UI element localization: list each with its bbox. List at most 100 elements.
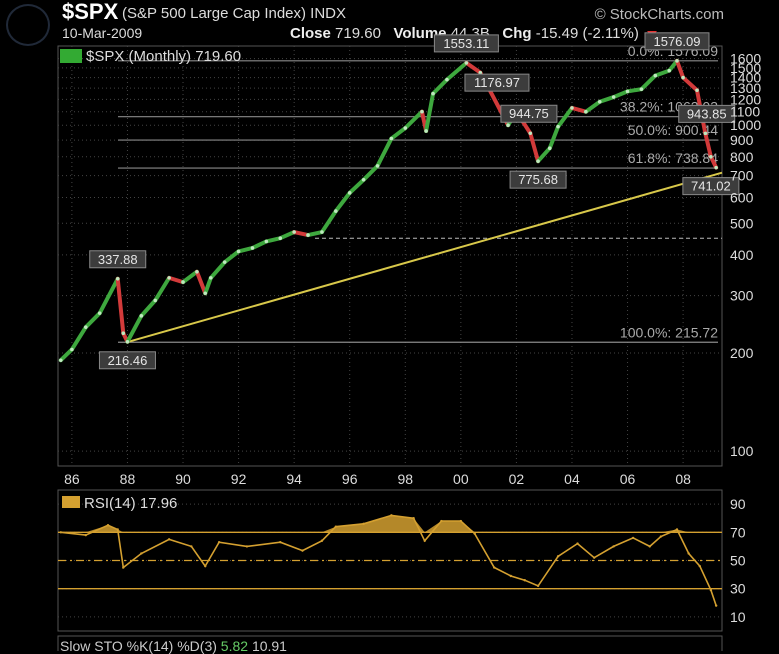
rsi-tick-label: 10 (730, 609, 746, 625)
price-point (464, 61, 469, 65)
price-point (570, 106, 574, 110)
price-segment (194, 269, 208, 296)
value-label-box (644, 32, 710, 51)
price-point (625, 89, 630, 94)
price-segment (547, 124, 561, 151)
price-point (236, 249, 241, 254)
watermark-logo (6, 4, 50, 46)
price-point (361, 177, 366, 182)
sto-d-value: 10.91 (251, 638, 287, 654)
rsi-point (576, 542, 579, 545)
price-point (675, 59, 679, 63)
price-segment (139, 298, 158, 318)
price-point (709, 154, 713, 159)
price-segment (583, 99, 602, 114)
price-point (375, 164, 380, 168)
price-segment (403, 109, 424, 131)
rsi-point (59, 531, 62, 534)
price-segment (597, 95, 616, 104)
price-segment (556, 105, 574, 129)
y-tick-label: 200 (730, 345, 754, 361)
value-label-box (682, 177, 740, 196)
price-segment (431, 77, 449, 96)
price-point (292, 230, 296, 234)
rsi-point (362, 522, 365, 526)
x-tick-label: 02 (509, 471, 525, 487)
price-segment (375, 136, 394, 168)
rsi-point (709, 588, 713, 592)
price-point (83, 325, 88, 329)
price-segment (115, 276, 126, 336)
price-segment (708, 154, 719, 170)
value-label-box (500, 104, 558, 123)
price-point (424, 129, 428, 133)
price-segment (69, 325, 88, 352)
rsi-legend-swatch (62, 496, 80, 508)
rsi-point (301, 549, 304, 552)
price-point (58, 358, 63, 363)
price-segment (250, 239, 269, 250)
trendline (127, 171, 723, 344)
fib-label: 100.0%: 215.72 (620, 324, 718, 340)
value-label: 337.88 (98, 252, 138, 267)
price-point (209, 276, 213, 280)
y-tick-label: 500 (730, 215, 754, 231)
rsi-point (523, 579, 526, 582)
x-tick-label: 96 (342, 471, 358, 487)
rsi-legend: RSI(14) 17.96 (84, 495, 177, 512)
price-point (528, 131, 533, 136)
price-segment (58, 347, 74, 363)
y-tick-label: 1200 (730, 91, 761, 107)
rsi-tick-label: 90 (730, 496, 746, 512)
price-segment (389, 126, 408, 141)
price-point (703, 131, 708, 136)
price-point (139, 314, 144, 318)
volume-label: Volume (393, 25, 447, 42)
price-annotations: 337.88 216.46 1553.11 1176.97 944.75 775.68 15… (89, 32, 740, 370)
price-point (431, 91, 435, 96)
rsi-point (714, 604, 718, 607)
price-point (547, 146, 552, 151)
y-tick-label: 800 (730, 149, 754, 165)
chart-symbol: $SPX (62, 0, 119, 24)
value-label-box (433, 34, 499, 53)
fib-label: 50.0%: 900.44 (628, 122, 719, 138)
rsi-point (612, 545, 615, 548)
price-legend-swatch (60, 49, 82, 63)
y-tick-label: 1400 (730, 70, 761, 86)
rsi-point (167, 538, 171, 541)
price-point (203, 291, 208, 296)
value-label-box (678, 104, 736, 123)
y-tick-label: 600 (730, 189, 754, 205)
value-label: 216.46 (108, 353, 148, 368)
price-segment (236, 245, 255, 254)
value-label-box (89, 250, 147, 269)
price-point (681, 75, 685, 80)
price-panel-frame (57, 45, 723, 467)
y-tick-label: 400 (730, 247, 754, 263)
rsi-tick-label: 50 (730, 553, 746, 569)
rsi-point (279, 540, 282, 544)
close-label: Close (290, 25, 331, 42)
price-point (584, 109, 588, 114)
price-point (195, 269, 199, 274)
rsi-point (390, 514, 393, 517)
value-label-box (509, 170, 567, 189)
price-point (536, 159, 540, 163)
price-segment (424, 91, 436, 133)
price-point (125, 339, 130, 344)
value-label-box (98, 351, 156, 370)
rsi-point (509, 574, 513, 578)
rsi-point (217, 540, 221, 544)
chart-date: 10-Mar-2009 (62, 25, 143, 41)
rsi-axis: 10 30 50 70 90 (730, 496, 746, 625)
price-point (97, 311, 102, 315)
price-point (278, 236, 283, 241)
rsi-point (106, 524, 110, 527)
price-legend: $SPX (Monthly) 719.60 (86, 48, 241, 65)
sto-legend: Slow STO %K(14) %D(3) 5.82 10.91 (60, 638, 287, 654)
price-segment (536, 146, 552, 164)
value-label: 775.68 (518, 172, 558, 187)
rsi-tick-label: 30 (730, 581, 746, 597)
